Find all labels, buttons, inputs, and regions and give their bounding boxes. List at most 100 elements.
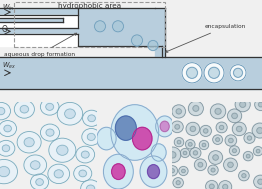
- Circle shape: [256, 149, 260, 153]
- Circle shape: [132, 35, 143, 46]
- Circle shape: [219, 125, 224, 130]
- Circle shape: [188, 101, 203, 116]
- Circle shape: [81, 180, 101, 189]
- Circle shape: [54, 170, 63, 178]
- Circle shape: [30, 161, 40, 169]
- Circle shape: [115, 116, 136, 140]
- Circle shape: [172, 105, 185, 118]
- Text: aqueous drop formation: aqueous drop formation: [4, 33, 77, 57]
- Circle shape: [188, 143, 192, 146]
- Circle shape: [186, 122, 200, 136]
- Circle shape: [170, 169, 174, 173]
- Circle shape: [213, 135, 222, 144]
- Circle shape: [232, 149, 236, 153]
- Circle shape: [112, 164, 125, 179]
- Circle shape: [193, 105, 199, 111]
- Circle shape: [242, 174, 246, 178]
- Circle shape: [216, 138, 220, 142]
- Circle shape: [213, 155, 219, 160]
- Circle shape: [208, 165, 218, 175]
- Circle shape: [174, 138, 184, 147]
- Circle shape: [230, 65, 246, 81]
- Circle shape: [103, 154, 133, 189]
- Circle shape: [227, 109, 242, 123]
- Circle shape: [40, 124, 59, 141]
- Circle shape: [258, 179, 262, 184]
- Circle shape: [200, 125, 211, 136]
- Circle shape: [97, 127, 116, 150]
- Circle shape: [190, 148, 201, 158]
- Circle shape: [244, 133, 255, 143]
- Circle shape: [239, 170, 249, 181]
- Circle shape: [0, 160, 18, 184]
- Text: $W_{ex}$: $W_{ex}$: [2, 61, 16, 71]
- Circle shape: [20, 105, 29, 113]
- Circle shape: [228, 138, 233, 143]
- Circle shape: [0, 102, 10, 120]
- Circle shape: [182, 169, 185, 173]
- Circle shape: [175, 125, 180, 129]
- Circle shape: [254, 175, 262, 188]
- Circle shape: [176, 109, 182, 114]
- Circle shape: [199, 140, 209, 149]
- Circle shape: [49, 138, 76, 162]
- Circle shape: [209, 67, 220, 78]
- Circle shape: [0, 107, 5, 115]
- Text: $W_{in}$: $W_{in}$: [2, 3, 14, 13]
- Circle shape: [187, 67, 198, 78]
- Circle shape: [46, 103, 54, 110]
- Circle shape: [211, 168, 215, 172]
- Circle shape: [14, 100, 34, 118]
- Circle shape: [79, 170, 86, 177]
- Circle shape: [88, 115, 95, 122]
- Circle shape: [111, 105, 159, 160]
- Circle shape: [2, 145, 10, 152]
- Circle shape: [140, 156, 167, 187]
- Circle shape: [193, 151, 198, 155]
- Circle shape: [247, 136, 252, 140]
- Circle shape: [257, 128, 262, 134]
- Circle shape: [40, 98, 59, 115]
- Circle shape: [57, 145, 68, 155]
- Circle shape: [176, 181, 180, 185]
- Circle shape: [177, 140, 181, 144]
- Circle shape: [133, 127, 152, 150]
- Circle shape: [165, 147, 181, 163]
- Circle shape: [235, 97, 250, 112]
- Circle shape: [74, 165, 92, 181]
- Circle shape: [183, 151, 187, 155]
- Circle shape: [206, 180, 218, 189]
- Bar: [14, 2, 165, 46]
- Circle shape: [170, 152, 176, 158]
- Circle shape: [216, 122, 227, 133]
- Circle shape: [202, 143, 206, 147]
- Circle shape: [190, 126, 196, 132]
- Circle shape: [173, 178, 183, 188]
- Circle shape: [17, 132, 41, 153]
- Circle shape: [0, 140, 15, 156]
- Circle shape: [240, 101, 246, 107]
- Circle shape: [95, 21, 106, 32]
- Circle shape: [232, 113, 237, 119]
- Text: O: O: [2, 25, 8, 34]
- Circle shape: [112, 21, 123, 32]
- Circle shape: [76, 146, 95, 163]
- Circle shape: [48, 164, 70, 184]
- Circle shape: [156, 116, 174, 137]
- Circle shape: [210, 104, 226, 119]
- Circle shape: [179, 167, 188, 176]
- Circle shape: [255, 98, 262, 111]
- Circle shape: [233, 68, 243, 77]
- Circle shape: [160, 121, 169, 132]
- Circle shape: [209, 151, 223, 164]
- Circle shape: [204, 63, 224, 83]
- Circle shape: [223, 158, 237, 171]
- Circle shape: [223, 184, 228, 189]
- Circle shape: [182, 63, 202, 83]
- Circle shape: [148, 165, 160, 179]
- Circle shape: [225, 135, 237, 146]
- Circle shape: [24, 155, 47, 175]
- Circle shape: [65, 109, 75, 119]
- Circle shape: [253, 146, 262, 156]
- Circle shape: [243, 151, 253, 161]
